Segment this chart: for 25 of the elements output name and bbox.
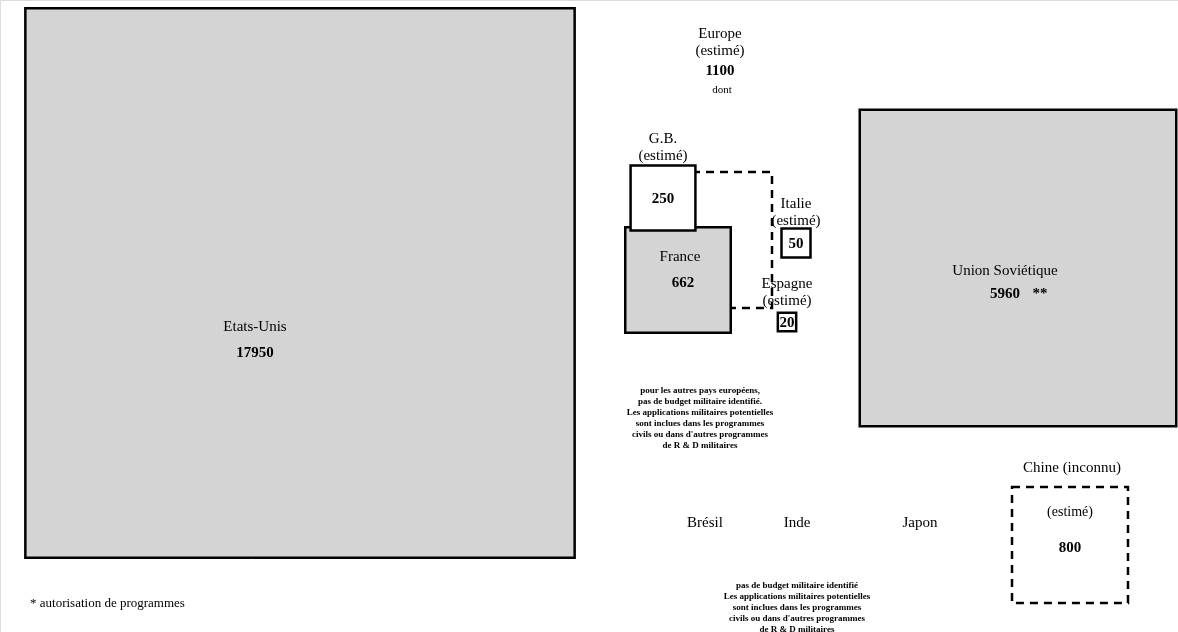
category-label: Etats-Unis (223, 318, 287, 334)
text: pas de budget militaire identifié Les applications militaires potentielles sont inclues dans les programmes civils ou dans d'autres programmes de R & D militaires (723, 580, 871, 632)
text: ** (1032, 285, 1048, 301)
text: dont (712, 83, 732, 95)
data-label: 5960 (990, 285, 1020, 301)
category-label: Union Soviétique (952, 262, 1059, 278)
category-label: Japon (902, 514, 938, 530)
category-label: Europe (estimé) (695, 25, 745, 59)
text: pour les autres pays européens, pas de budget militaire identifié. Les applications militaires potentielles sont inclues dans les programmes civils ou dans d'autres programmes de R & D militaires (626, 385, 774, 450)
data-label: 17950 (236, 344, 274, 360)
data-label: 250 (651, 190, 675, 206)
category-label: G.B. (estimé) (638, 130, 688, 164)
category-label: Inde (783, 514, 811, 530)
text: * autorisation de programmes (30, 595, 185, 610)
text: (estimé) (1047, 504, 1094, 520)
category-label: France (659, 248, 701, 264)
data-label: 662 (671, 274, 695, 290)
data-label: 50 (788, 235, 804, 251)
category-label: Espagne (estimé) (761, 275, 813, 309)
data-label: 1100 (705, 62, 735, 78)
category-label: Italie (estimé) (771, 195, 821, 229)
data-label: 800 (1058, 539, 1082, 555)
category-label: Chine (inconnu) (1023, 459, 1121, 476)
category-label: Brésil (687, 514, 723, 530)
data-label: 20 (779, 314, 795, 330)
